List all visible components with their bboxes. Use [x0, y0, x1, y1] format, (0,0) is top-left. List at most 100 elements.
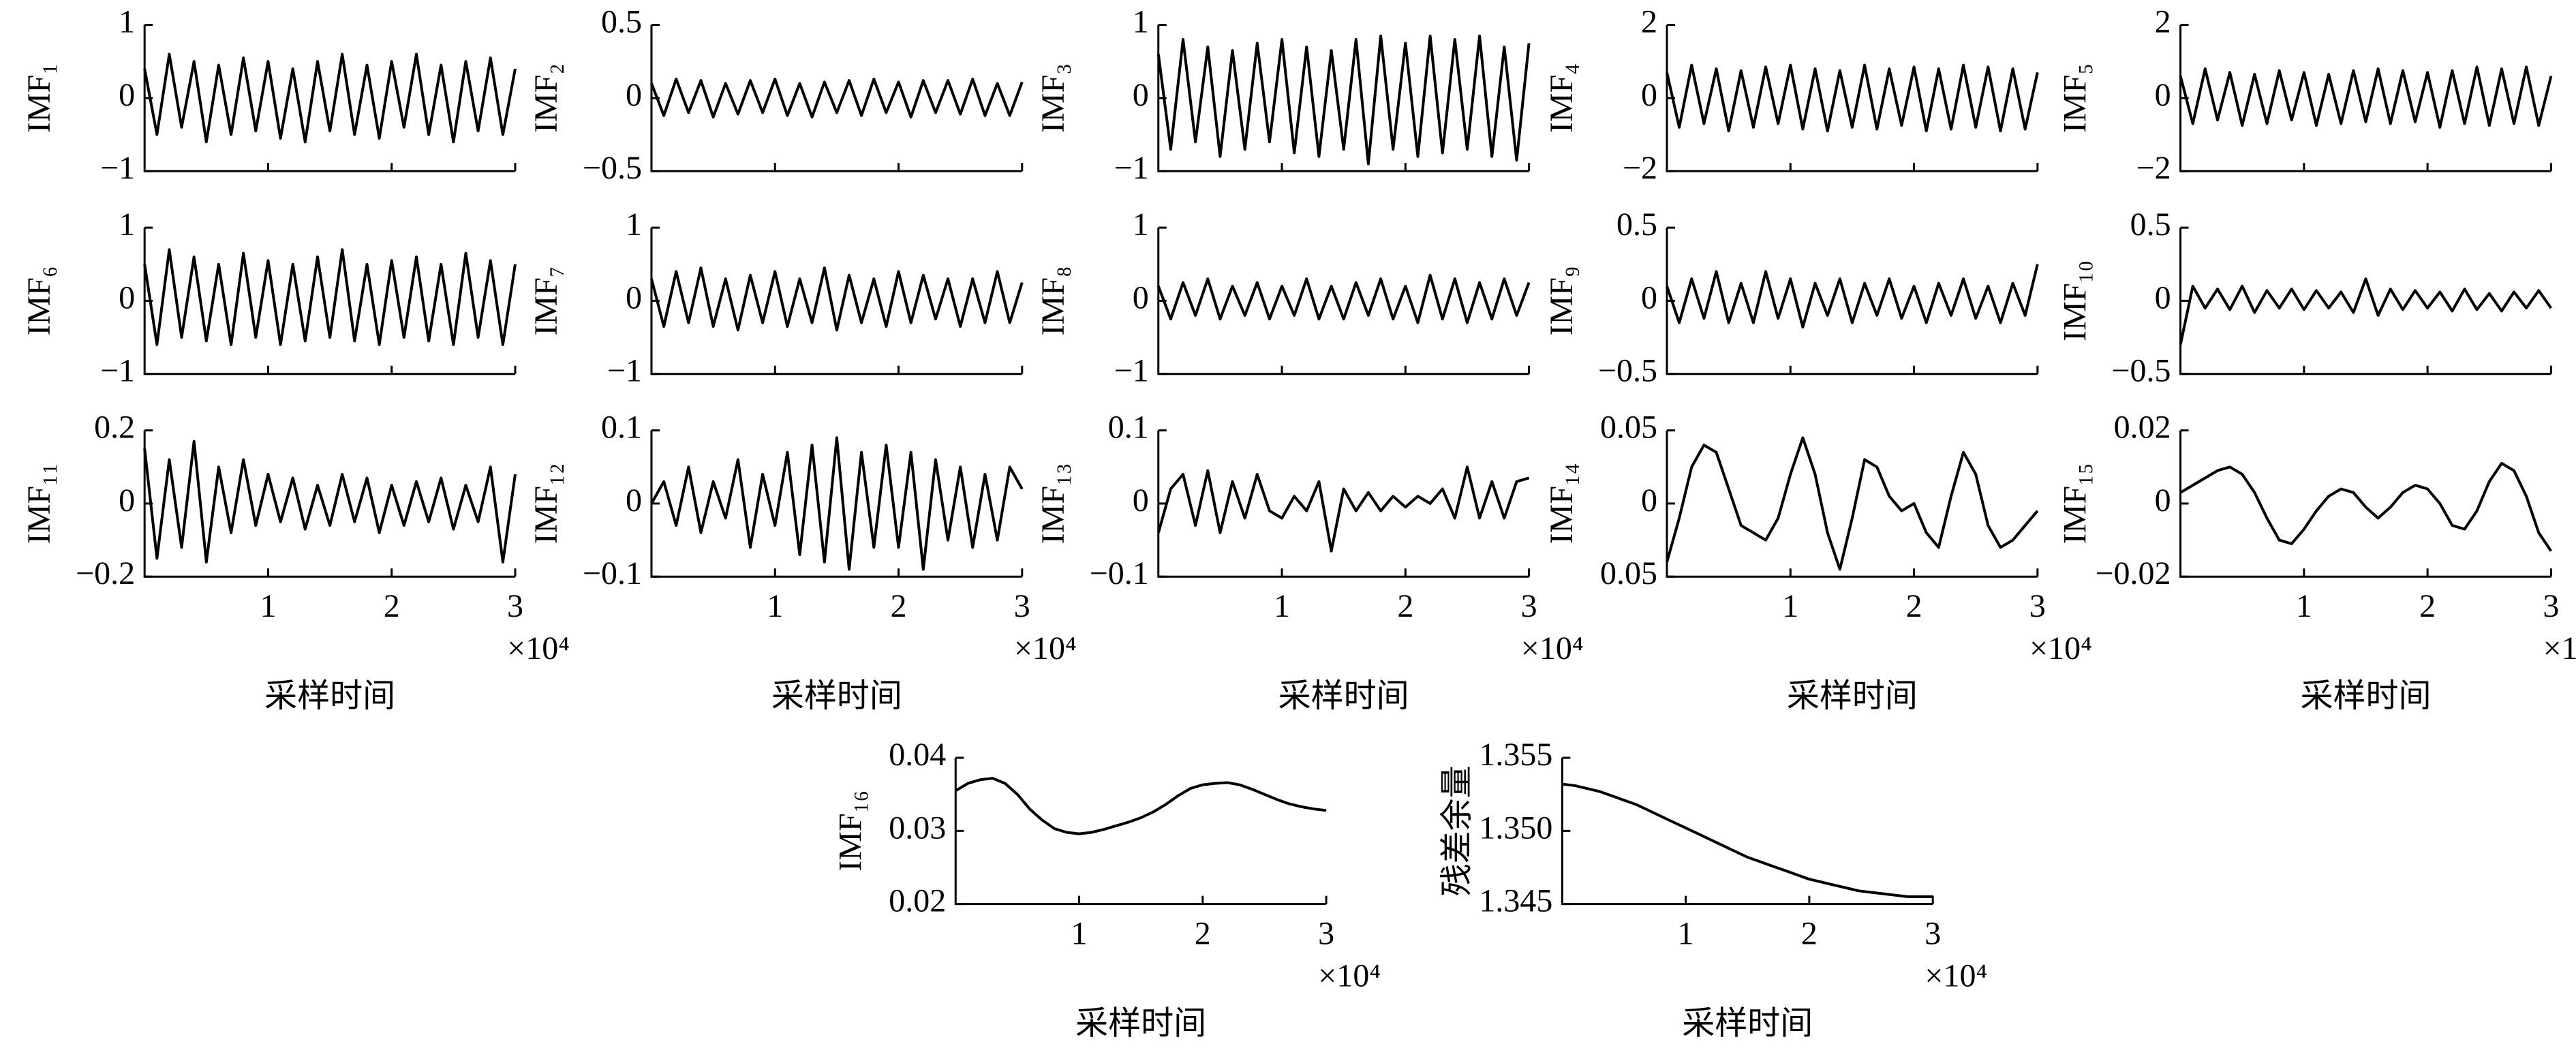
x-multiplier: ×10⁴: [1521, 630, 1584, 666]
signal-line: [1666, 436, 2039, 571]
y-axis-label: IMF₃: [1035, 63, 1071, 133]
signal-line: [143, 248, 517, 346]
y-tick-label: 0: [1133, 279, 1149, 316]
y-tick-label: 0.05: [1600, 410, 1657, 446]
y-axis-label: IMF₇: [528, 266, 564, 335]
x-tick-label: 2: [1906, 588, 1922, 624]
x-tick-label: 1: [260, 588, 276, 624]
subplot: 0.05 0 0.05 1 2 3 ×10⁴ 采样时间 IMF₁₄: [1544, 410, 2092, 715]
y-tick-label: −1: [100, 150, 135, 186]
y-tick-label: 1: [1133, 206, 1149, 243]
y-tick-label: 0.5: [2130, 206, 2171, 243]
subplot: −0.1 0 0.1 1 2 3 ×10⁴ 采样时间 IMF₁₂: [528, 410, 1077, 715]
x-multiplier: ×10⁴: [1014, 630, 1077, 666]
signal-line: [1562, 782, 1933, 898]
y-tick-label: 0: [2155, 482, 2171, 519]
y-tick-label: 0: [626, 482, 642, 519]
axis-line: [1157, 430, 1529, 578]
y-tick-label: 0: [119, 482, 135, 519]
y-tick-label: 2: [1641, 4, 1657, 40]
x-tick-label: 2: [1801, 916, 1818, 952]
axis-line: [1561, 758, 1933, 906]
x-tick-label: 3: [1014, 588, 1030, 624]
signal-line: [143, 440, 517, 564]
y-tick-label: −0.02: [2095, 555, 2171, 591]
x-axis-label: 采样时间: [1075, 1006, 1206, 1042]
x-tick-label: 3: [1925, 916, 1941, 952]
y-tick-label: −0.2: [76, 555, 135, 591]
y-tick-label: 1: [119, 4, 135, 40]
y-axis-label: IMF₁₁: [21, 463, 57, 544]
x-multiplier: ×10⁴: [1318, 958, 1381, 994]
y-tick-label: −2: [1623, 150, 1657, 186]
axis-line: [650, 228, 1022, 375]
subplot: −0.5 0 0.5 IMF₁₀: [2057, 206, 2553, 389]
y-axis-label: IMF₉: [1544, 266, 1580, 335]
signal-line: [143, 52, 517, 144]
x-axis-label: 采样时间: [1278, 678, 1409, 714]
y-tick-label: 0: [119, 77, 135, 113]
y-tick-label: 0.05: [1600, 555, 1657, 591]
x-tick-label: 2: [1195, 916, 1211, 952]
subplot: −0.1 0 0.1 1 2 3 ×10⁴ 采样时间 IMF₁₃: [1035, 410, 1584, 715]
x-axis-label: 采样时间: [1682, 1006, 1813, 1042]
y-tick-label: 1.345: [1479, 883, 1552, 919]
x-tick-label: 1: [1782, 588, 1798, 624]
x-tick-label: 1: [1678, 916, 1694, 952]
x-axis-label: 采样时间: [771, 678, 902, 714]
x-tick-label: 2: [384, 588, 400, 624]
axis-line: [954, 758, 1327, 906]
x-tick-label: 1: [1071, 916, 1088, 952]
y-axis-label: IMF₁₀: [2057, 260, 2094, 341]
subplot: −0.5 0 0.5 IMF₉: [1544, 206, 2039, 389]
subplot: 0.02 0.03 0.04 1 2 3 ×10⁴ 采样时间 IMF₁₆: [832, 737, 1381, 1042]
y-axis-label: IMF₅: [2057, 63, 2094, 133]
axis-line: [2179, 228, 2551, 375]
signal-line: [1666, 264, 2039, 328]
axis-line: [1157, 228, 1529, 375]
y-tick-label: 0.2: [94, 410, 135, 446]
y-axis-label: IMF₁₅: [2057, 463, 2094, 544]
y-tick-label: 0.5: [601, 4, 642, 40]
y-tick-label: 0: [1641, 482, 1657, 519]
x-multiplier: ×10⁴: [507, 630, 570, 666]
x-tick-label: 2: [1397, 588, 1413, 624]
signal-line: [2179, 277, 2553, 345]
y-axis-label: IMF₁: [21, 63, 57, 133]
y-tick-label: 0: [1133, 77, 1149, 113]
y-tick-label: 0.02: [2114, 410, 2171, 446]
y-tick-label: 1: [626, 206, 642, 243]
y-axis-label: IMF₁₆: [832, 790, 868, 872]
signal-line: [1156, 273, 1531, 324]
signal-line: [1156, 465, 1530, 553]
y-tick-label: 0.5: [1616, 206, 1657, 243]
y-tick-label: 0: [626, 77, 642, 113]
y-tick-label: −2: [2136, 150, 2171, 186]
axis-line: [2179, 430, 2551, 578]
signal-line: [955, 777, 1327, 835]
subplot: −1 0 1 IMF₃: [1035, 4, 1531, 186]
subplot: −1 0 1 IMF₆: [21, 206, 517, 389]
x-tick-label: 3: [2029, 588, 2046, 624]
y-axis-label: IMF₁₄: [1544, 463, 1580, 544]
subplot: −0.2 0 0.2 1 2 3 ×10⁴ 采样时间 IMF₁₁: [21, 410, 570, 715]
subplot: −2 0 2 IMF₄: [1544, 4, 2039, 186]
y-tick-label: 0: [626, 279, 642, 316]
y-axis-label: 残差余量: [1439, 765, 1475, 896]
signal-line: [1156, 34, 1531, 166]
y-axis-label: IMF₂: [528, 63, 564, 133]
y-tick-label: 1: [119, 206, 135, 243]
subplot: −1 0 1 IMF₁: [21, 4, 517, 186]
subplot: −0.5 0 0.5 IMF₂: [528, 4, 1024, 186]
y-tick-label: −1: [607, 353, 642, 389]
y-axis-label: IMF₆: [21, 266, 57, 335]
signal-line: [650, 436, 1024, 571]
y-tick-label: 0.04: [889, 737, 946, 773]
y-tick-label: 0.02: [889, 883, 946, 919]
y-tick-label: −1: [100, 353, 135, 389]
y-tick-label: 0: [1641, 77, 1657, 113]
y-tick-label: 0: [119, 279, 135, 316]
y-tick-label: 0: [2155, 279, 2171, 316]
x-tick-label: 1: [1274, 588, 1290, 624]
y-tick-label: 1.350: [1479, 810, 1552, 846]
